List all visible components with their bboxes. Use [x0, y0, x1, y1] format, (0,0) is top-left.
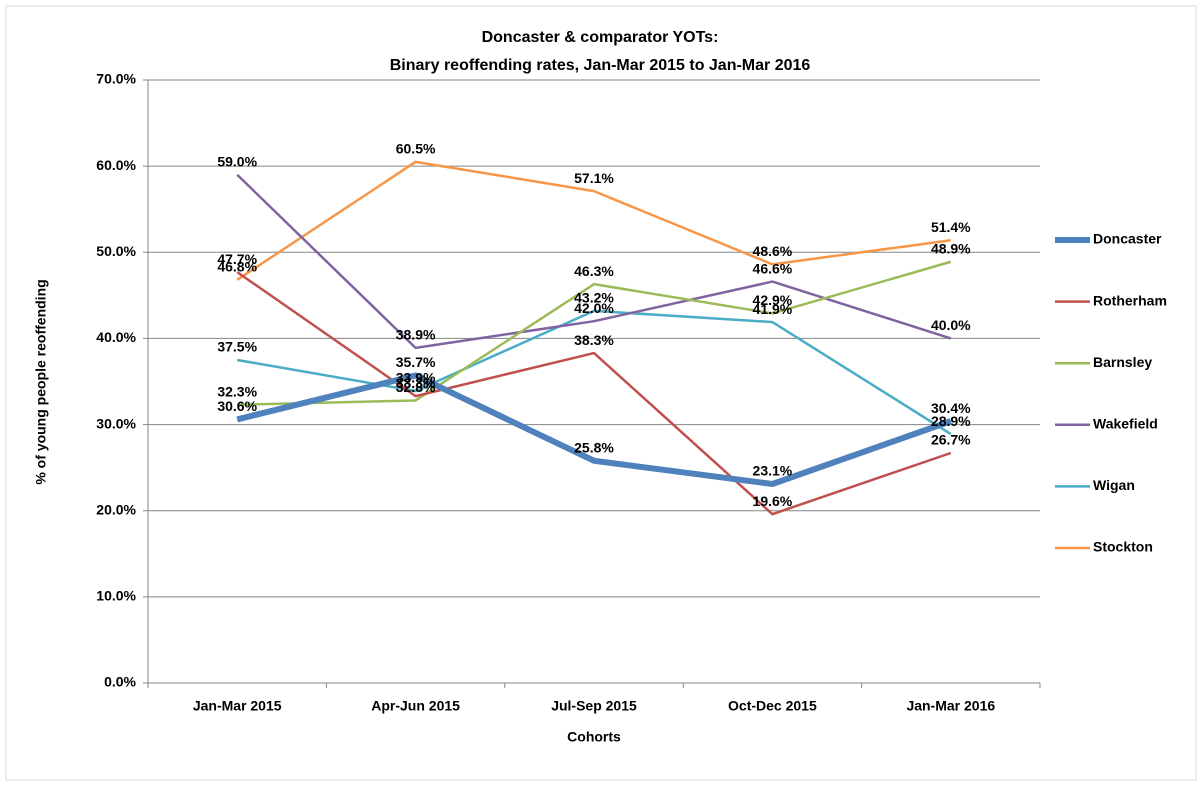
- x-axis-title: Cohorts: [567, 729, 621, 745]
- chart-title: Doncaster & comparator YOTs:: [482, 29, 719, 46]
- legend-label: Wigan: [1093, 477, 1135, 493]
- data-label: 60.5%: [396, 141, 436, 157]
- data-label: 26.7%: [931, 432, 971, 448]
- y-tick-label: 40.0%: [96, 329, 136, 345]
- y-tick-label: 30.0%: [96, 415, 136, 431]
- data-label: 47.7%: [217, 251, 257, 267]
- legend-label: Doncaster: [1093, 231, 1162, 247]
- x-tick-label: Oct-Dec 2015: [728, 698, 817, 714]
- x-tick-label: Jan-Mar 2015: [193, 698, 282, 714]
- series-line: [236, 372, 952, 488]
- y-tick-label: 20.0%: [96, 501, 136, 517]
- data-label: 32.3%: [217, 383, 257, 399]
- series-line: [237, 260, 952, 407]
- legend-label: Rotherham: [1093, 292, 1167, 308]
- data-label: 43.2%: [574, 290, 614, 306]
- data-label: 42.9%: [753, 292, 793, 308]
- data-label: 48.9%: [931, 240, 971, 256]
- data-label: 51.4%: [931, 219, 971, 235]
- x-tick-label: Apr-Jun 2015: [371, 698, 460, 714]
- y-tick-label: 50.0%: [96, 243, 136, 259]
- data-label: 35.7%: [396, 354, 436, 370]
- data-label: 23.1%: [753, 463, 793, 479]
- data-label: 48.6%: [753, 243, 793, 259]
- data-label: 40.0%: [931, 317, 971, 333]
- data-label: 33.3%: [396, 375, 436, 391]
- data-label: 38.3%: [574, 332, 614, 348]
- chart-title: Binary reoffending rates, Jan-Mar 2015 t…: [390, 57, 811, 74]
- x-tick-label: Jul-Sep 2015: [551, 698, 637, 714]
- legend-label: Barnsley: [1093, 354, 1152, 370]
- legend-label: Wakefield: [1093, 416, 1158, 432]
- data-label: 19.6%: [753, 493, 793, 509]
- series-line: [236, 309, 952, 436]
- data-label: 25.8%: [574, 439, 614, 455]
- data-label: 30.4%: [931, 400, 971, 416]
- data-label: 38.9%: [396, 327, 436, 343]
- legend-label: Stockton: [1093, 539, 1153, 555]
- data-label: 37.5%: [217, 339, 257, 355]
- data-label: 28.9%: [931, 413, 971, 429]
- data-label: 42.0%: [574, 300, 614, 316]
- data-label: 30.6%: [217, 398, 257, 414]
- data-label: 33.9%: [396, 370, 436, 386]
- y-tick-label: 10.0%: [96, 588, 136, 604]
- data-label: 32.8%: [396, 379, 436, 395]
- data-label: 46.3%: [574, 263, 614, 279]
- series-line: [236, 160, 951, 281]
- y-tick-label: 70.0%: [96, 71, 136, 87]
- y-tick-label: 60.0%: [96, 157, 136, 173]
- y-axis-title: % of young people reoffending: [33, 279, 49, 484]
- data-label: 46.6%: [753, 260, 793, 276]
- data-label: 41.9%: [753, 301, 793, 317]
- y-tick-label: 0.0%: [104, 674, 136, 690]
- data-label: 57.1%: [574, 170, 614, 186]
- data-label: 59.0%: [217, 153, 257, 169]
- x-tick-label: Jan-Mar 2016: [906, 698, 995, 714]
- data-label: 46.8%: [217, 259, 257, 275]
- chart-border: [5, 5, 1197, 781]
- series-line: [236, 173, 952, 350]
- series-line: [236, 271, 952, 516]
